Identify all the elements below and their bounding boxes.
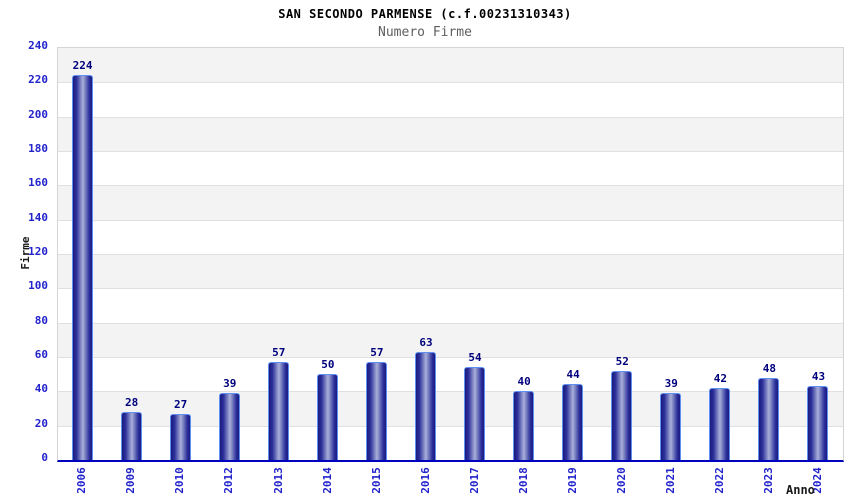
bar-2021 bbox=[660, 393, 682, 460]
bar-2006 bbox=[71, 75, 93, 460]
bar-value-label: 50 bbox=[321, 358, 335, 372]
bar-value-label: 224 bbox=[72, 59, 93, 73]
y-tick-label: 220 bbox=[28, 73, 48, 87]
bar-2015 bbox=[365, 362, 387, 460]
x-tick-label: 2017 bbox=[467, 466, 481, 494]
bar-value-label: 63 bbox=[419, 335, 433, 349]
bar-value-label: 40 bbox=[517, 375, 531, 389]
grid-band bbox=[58, 219, 843, 254]
bar-slot-2009: 28 bbox=[107, 48, 156, 460]
bar-value-label: 57 bbox=[272, 346, 286, 360]
y-tick-label: 0 bbox=[41, 451, 48, 464]
x-tick-label: 2012 bbox=[222, 466, 236, 494]
chart-title: SAN SECONDO PARMENSE (c.f.00231310343) bbox=[278, 7, 572, 21]
grid-band bbox=[58, 322, 843, 357]
bar-slot-2020: 52 bbox=[598, 48, 647, 460]
bar-2016 bbox=[414, 351, 436, 460]
chart-subtitle: Numero Firme bbox=[378, 25, 472, 40]
bar-2012 bbox=[218, 393, 240, 460]
y-tick-label: 140 bbox=[28, 210, 48, 224]
x-tick-label: 2019 bbox=[565, 466, 579, 494]
y-tick-label: 240 bbox=[28, 39, 48, 52]
bar-value-label: 44 bbox=[566, 368, 580, 382]
x-tick-label: 2022 bbox=[712, 466, 726, 494]
bar-slot-2010: 27 bbox=[156, 48, 205, 460]
y-tick-label: 160 bbox=[28, 176, 48, 190]
bar-slot-2023: 48 bbox=[745, 48, 794, 460]
bar-slot-2015: 57 bbox=[352, 48, 401, 460]
bar-2020 bbox=[611, 370, 633, 460]
x-tick-label: 2015 bbox=[369, 466, 383, 494]
x-axis-tick-labels: 2006 2009 2010 2012 2013 2014 2015 2016 2017 2018… bbox=[57, 461, 842, 499]
grid-band bbox=[58, 151, 843, 186]
y-tick-label: 200 bbox=[28, 107, 48, 121]
bar-2023 bbox=[758, 377, 780, 460]
grid-band bbox=[58, 357, 843, 392]
bar-value-label: 57 bbox=[370, 346, 384, 360]
plot-area: 224 28 27 39 57 50 57 63 54 40 44 52 39 42 48 43 bbox=[57, 47, 844, 462]
grid-band bbox=[58, 185, 843, 220]
grid-band bbox=[58, 288, 843, 323]
bar-2024 bbox=[807, 386, 829, 460]
x-tick-label: 2010 bbox=[173, 466, 187, 494]
grid-band bbox=[58, 116, 843, 151]
bar-slot-2012: 39 bbox=[205, 48, 254, 460]
bar-2009 bbox=[120, 411, 142, 460]
bar-slot-2018: 40 bbox=[500, 48, 549, 460]
bar-value-label: 42 bbox=[713, 371, 727, 385]
grid-band bbox=[58, 254, 843, 289]
bar-value-label: 54 bbox=[468, 351, 482, 365]
x-axis-title: Anno bbox=[786, 483, 815, 497]
bar-2013 bbox=[267, 362, 289, 460]
grid-band bbox=[58, 48, 843, 83]
bar-slot-2021: 39 bbox=[647, 48, 696, 460]
bar-2018 bbox=[513, 391, 535, 460]
bar-value-label: 28 bbox=[124, 395, 139, 409]
x-tick-label: 2009 bbox=[124, 466, 138, 494]
y-tick-label: 20 bbox=[34, 416, 48, 430]
bar-2017 bbox=[464, 367, 486, 460]
bar-2019 bbox=[562, 384, 584, 460]
bar-value-label: 39 bbox=[664, 377, 678, 391]
bar-2022 bbox=[709, 387, 731, 460]
y-tick-label: 180 bbox=[28, 142, 48, 155]
bar-value-label: 27 bbox=[174, 397, 188, 411]
y-tick-label: 40 bbox=[34, 382, 48, 396]
bar-slot-2016: 63 bbox=[401, 48, 450, 460]
bar-value-label: 39 bbox=[223, 377, 237, 391]
bar-2014 bbox=[316, 374, 338, 460]
x-tick-label: 2021 bbox=[663, 466, 677, 494]
x-tick-label: 2018 bbox=[516, 466, 530, 494]
bar-slot-2022: 42 bbox=[696, 48, 745, 460]
x-tick-label: 2006 bbox=[75, 466, 89, 494]
bar-slot-2013: 57 bbox=[254, 48, 303, 460]
bar-slot-2019: 44 bbox=[549, 48, 598, 460]
y-tick-label: 80 bbox=[34, 313, 48, 327]
bar-slot-2017: 54 bbox=[451, 48, 500, 460]
bar-slot-2024: 43 bbox=[794, 48, 843, 460]
bar-slot-2006: 224 bbox=[58, 48, 107, 460]
bar-2010 bbox=[169, 413, 191, 460]
bar-value-label: 52 bbox=[615, 354, 629, 368]
x-tick-label: 2016 bbox=[418, 466, 432, 494]
x-tick-label: 2014 bbox=[320, 466, 334, 494]
x-tick-label: 2013 bbox=[271, 466, 285, 494]
grid-band bbox=[58, 82, 843, 117]
y-tick-label: 120 bbox=[28, 245, 48, 258]
bar-slot-2014: 50 bbox=[303, 48, 352, 460]
y-tick-label: 60 bbox=[34, 348, 48, 361]
x-tick-label: 2020 bbox=[614, 466, 628, 494]
bar-value-label: 43 bbox=[811, 370, 826, 384]
y-tick-label: 100 bbox=[28, 279, 48, 293]
bar-value-label: 48 bbox=[762, 361, 777, 375]
